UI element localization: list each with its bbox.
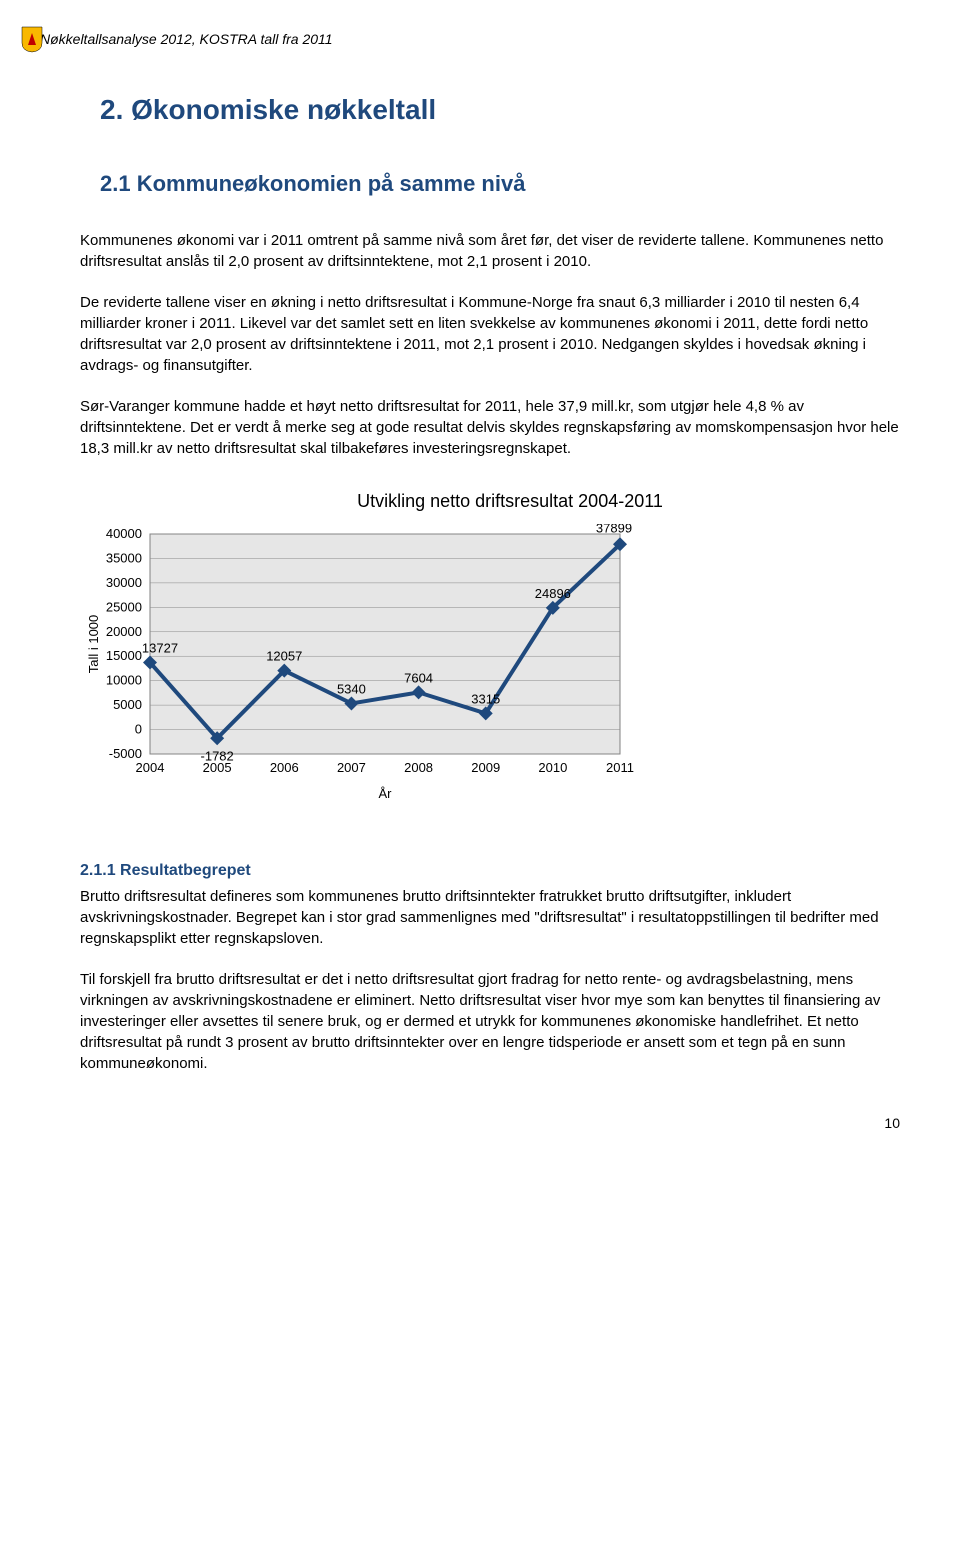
- svg-text:12057: 12057: [266, 648, 302, 663]
- svg-text:2011: 2011: [606, 760, 634, 775]
- svg-text:2010: 2010: [538, 760, 567, 775]
- svg-text:2007: 2007: [337, 760, 366, 775]
- svg-text:-1782: -1782: [201, 748, 234, 763]
- svg-text:24896: 24896: [535, 586, 571, 601]
- svg-text:10000: 10000: [106, 672, 142, 687]
- svg-text:5000: 5000: [113, 697, 142, 712]
- svg-text:37899: 37899: [596, 524, 632, 535]
- svg-text:-5000: -5000: [109, 746, 142, 761]
- chart-title: Utvikling netto driftsresultat 2004-2011: [120, 489, 900, 514]
- svg-text:2004: 2004: [136, 760, 165, 775]
- paragraph-2: De reviderte tallene viser en økning i n…: [80, 292, 900, 376]
- svg-text:13727: 13727: [142, 640, 178, 655]
- svg-text:År: År: [379, 786, 393, 801]
- doc-header: Nøkkeltallsanalyse 2012, KOSTRA tall fra…: [40, 30, 900, 50]
- heading-1: 2. Økonomiske nøkkeltall: [100, 90, 900, 129]
- svg-text:2009: 2009: [471, 760, 500, 775]
- paragraph-1: Kommunenes økonomi var i 2011 omtrent på…: [80, 230, 900, 272]
- svg-text:25000: 25000: [106, 599, 142, 614]
- svg-text:30000: 30000: [106, 575, 142, 590]
- paragraph-4: Brutto driftsresultat defineres som komm…: [80, 886, 900, 949]
- svg-text:15000: 15000: [106, 648, 142, 663]
- paragraph-3: Sør-Varanger kommune hadde et høyt netto…: [80, 396, 900, 459]
- svg-text:3315: 3315: [471, 691, 500, 706]
- heading-3: 2.1.1 Resultatbegrepet: [80, 860, 900, 882]
- svg-text:7604: 7604: [404, 670, 433, 685]
- svg-text:0: 0: [135, 721, 142, 736]
- heading-2: 2.1 Kommuneøkonomien på samme nivå: [100, 169, 900, 200]
- svg-text:40000: 40000: [106, 526, 142, 541]
- svg-text:35000: 35000: [106, 550, 142, 565]
- svg-text:20000: 20000: [106, 624, 142, 639]
- svg-text:2008: 2008: [404, 760, 433, 775]
- svg-text:Tall i 1000: Tall i 1000: [86, 614, 101, 673]
- paragraph-5: Til forskjell fra brutto driftsresultat …: [80, 969, 900, 1074]
- shield-icon: [20, 25, 44, 53]
- chart-container: Utvikling netto driftsresultat 2004-2011…: [80, 489, 900, 810]
- page-number: 10: [80, 1114, 900, 1134]
- svg-text:5340: 5340: [337, 681, 366, 696]
- svg-text:2006: 2006: [270, 760, 299, 775]
- chart-plot: -5000 0 5000 10000 15000 20000 25000 30000 35000…: [80, 524, 900, 810]
